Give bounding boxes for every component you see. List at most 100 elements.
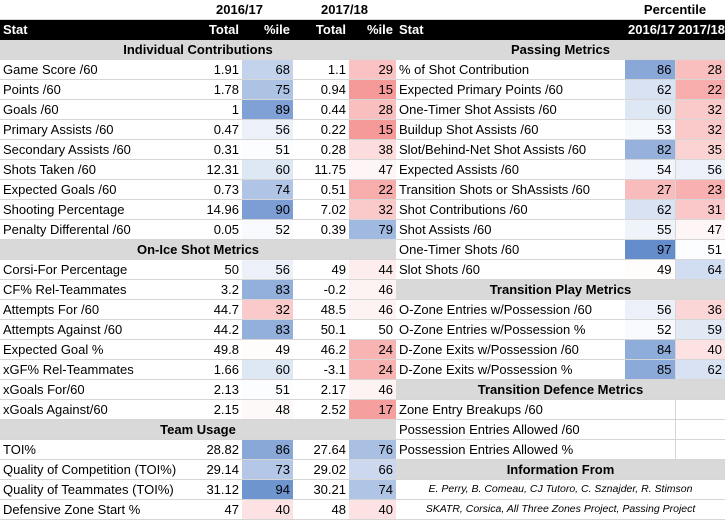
pctile-2017-18: 29 <box>349 59 396 80</box>
table-row: xGoals Against/60 2.15 48 2.52 17 <box>0 399 396 420</box>
pctile-2017-18: 15 <box>349 79 396 100</box>
credit-text: E. Perry, B. Comeau, CJ Tutoro, C. Sznaj… <box>396 479 725 500</box>
pctile-2016-17: 56 <box>242 119 293 140</box>
total-2016-17: 31.12 <box>186 479 242 500</box>
blank-cell <box>0 0 186 20</box>
table-row: Penalty Differental /60 0.05 52 0.39 79 <box>0 219 396 240</box>
total-2017-18: 1.1 <box>293 59 349 80</box>
pctile-2017-18: 74 <box>349 479 396 500</box>
pctile-2017-18: 23 <box>675 179 725 200</box>
pctile-2017-18: 38 <box>349 139 396 160</box>
column-header: 2017/18 <box>675 19 725 40</box>
total-2016-17: 1.66 <box>186 359 242 380</box>
stat-name: Slot/Behind-Net Shot Assists /60 <box>396 139 625 160</box>
stat-name: % of Shot Contribution <box>396 59 625 80</box>
total-2016-17: 2.15 <box>186 399 242 420</box>
blank-cell <box>396 0 625 20</box>
total-2017-18: 0.94 <box>293 79 349 100</box>
pctile-2017-18: 28 <box>675 59 725 80</box>
pctile-2016-17: 55 <box>625 219 676 240</box>
total-2016-17: 50 <box>186 259 242 280</box>
pctile-2017-18: 15 <box>349 119 396 140</box>
total-2016-17: 49.8 <box>186 339 242 360</box>
stat-name: Shots Taken /60 <box>0 159 186 180</box>
total-2016-17: 0.31 <box>186 139 242 160</box>
total-2017-18: -0.2 <box>293 279 349 300</box>
stat-name: Defensive Zone Start % <box>0 499 186 520</box>
table-row: One-Timer Shots /60 97 51 <box>396 239 725 260</box>
pctile-2017-18: 66 <box>349 459 396 480</box>
pctile-2017-18: 46 <box>349 279 396 300</box>
table-row: CF% Rel-Teammates 3.2 83 -0.2 46 <box>0 279 396 300</box>
table-row: Goals /60 1 89 0.44 28 <box>0 99 396 120</box>
pctile-2017-18: 46 <box>349 299 396 320</box>
table-row: Slot/Behind-Net Shot Assists /60 82 35 <box>396 139 725 160</box>
season-title-row: 2016/17 2017/18 <box>0 0 396 20</box>
stat-name: Shot Assists /60 <box>396 219 625 240</box>
table-row: Attempts Against /60 44.2 83 50.1 50 <box>0 319 396 340</box>
table-row: Transition Shots or ShAssists /60 27 23 <box>396 179 725 200</box>
table-row: Defensive Zone Start % 47 40 48 40 <box>0 499 396 520</box>
total-2016-17: 0.05 <box>186 219 242 240</box>
table-row: Possession Entries Allowed % <box>396 439 725 460</box>
stat-name: Shooting Percentage <box>0 199 186 220</box>
table-row: xGoals For/60 2.13 51 2.17 46 <box>0 379 396 400</box>
section-header: Individual Contributions <box>0 40 396 60</box>
pctile-2017-18 <box>675 419 725 440</box>
table-row: D-Zone Exits w/Possession /60 84 40 <box>396 339 725 360</box>
table-row: Buildup Shot Assists /60 53 32 <box>396 119 725 140</box>
pctile-2016-17: 54 <box>625 159 676 180</box>
total-2016-17: 44.7 <box>186 299 242 320</box>
total-2016-17: 1.78 <box>186 79 242 100</box>
pctile-2016-17: 56 <box>625 299 676 320</box>
section-title: Information From <box>396 459 725 480</box>
pctile-2017-18: 46 <box>349 379 396 400</box>
pctile-2017-18 <box>675 399 725 420</box>
table-row: Shot Assists /60 55 47 <box>396 219 725 240</box>
column-header: %ile <box>242 19 293 40</box>
total-2016-17: 12.31 <box>186 159 242 180</box>
pctile-2016-17: 49 <box>242 339 293 360</box>
stat-name: Quality of Competition (TOI%) <box>0 459 186 480</box>
pctile-2016-17: 52 <box>625 319 676 340</box>
total-2017-18: 7.02 <box>293 199 349 220</box>
pctile-2017-18: 44 <box>349 259 396 280</box>
section-header: Transition Play Metrics <box>396 279 725 300</box>
stat-name: Primary Assists /60 <box>0 119 186 140</box>
stat-name: CF% Rel-Teammates <box>0 279 186 300</box>
total-2017-18: 0.28 <box>293 139 349 160</box>
table-row: % of Shot Contribution 86 28 <box>396 59 725 80</box>
column-header: Stat <box>396 19 625 40</box>
pctile-2016-17: 51 <box>242 139 293 160</box>
pctile-2016-17: 73 <box>242 459 293 480</box>
total-2017-18: 11.75 <box>293 159 349 180</box>
total-2016-17: 44.2 <box>186 319 242 340</box>
pctile-2016-17: 85 <box>625 359 676 380</box>
stat-name: xGF% Rel-Teammates <box>0 359 186 380</box>
stat-name: Goals /60 <box>0 99 186 120</box>
pctile-2017-18: 36 <box>675 299 725 320</box>
total-2017-18: 48 <box>293 499 349 520</box>
stat-name: Secondary Assists /60 <box>0 139 186 160</box>
total-2017-18: 49 <box>293 259 349 280</box>
table-row: Slot Shots /60 49 64 <box>396 259 725 280</box>
stat-name: D-Zone Exits w/Possession % <box>396 359 625 380</box>
total-2017-18: 2.17 <box>293 379 349 400</box>
pctile-2016-17: 60 <box>242 359 293 380</box>
pctile-2016-17: 82 <box>625 139 676 160</box>
stat-name: Expected Assists /60 <box>396 159 625 180</box>
column-header: Total <box>293 19 349 40</box>
total-2017-18: 48.5 <box>293 299 349 320</box>
season-title-2017-18: 2017/18 <box>293 0 396 20</box>
stat-name: Buildup Shot Assists /60 <box>396 119 625 140</box>
section-header: Passing Metrics <box>396 40 725 60</box>
pctile-2016-17: 97 <box>625 239 676 260</box>
total-2016-17: 1 <box>186 99 242 120</box>
pctile-2016-17: 40 <box>242 499 293 520</box>
pctile-2016-17: 27 <box>625 179 676 200</box>
table-row: One-Timer Shot Assists /60 60 32 <box>396 99 725 120</box>
pctile-2016-17: 74 <box>242 179 293 200</box>
stat-name: xGoals For/60 <box>0 379 186 400</box>
pctile-2016-17: 49 <box>625 259 676 280</box>
stat-name: O-Zone Entries w/Possession /60 <box>396 299 625 320</box>
